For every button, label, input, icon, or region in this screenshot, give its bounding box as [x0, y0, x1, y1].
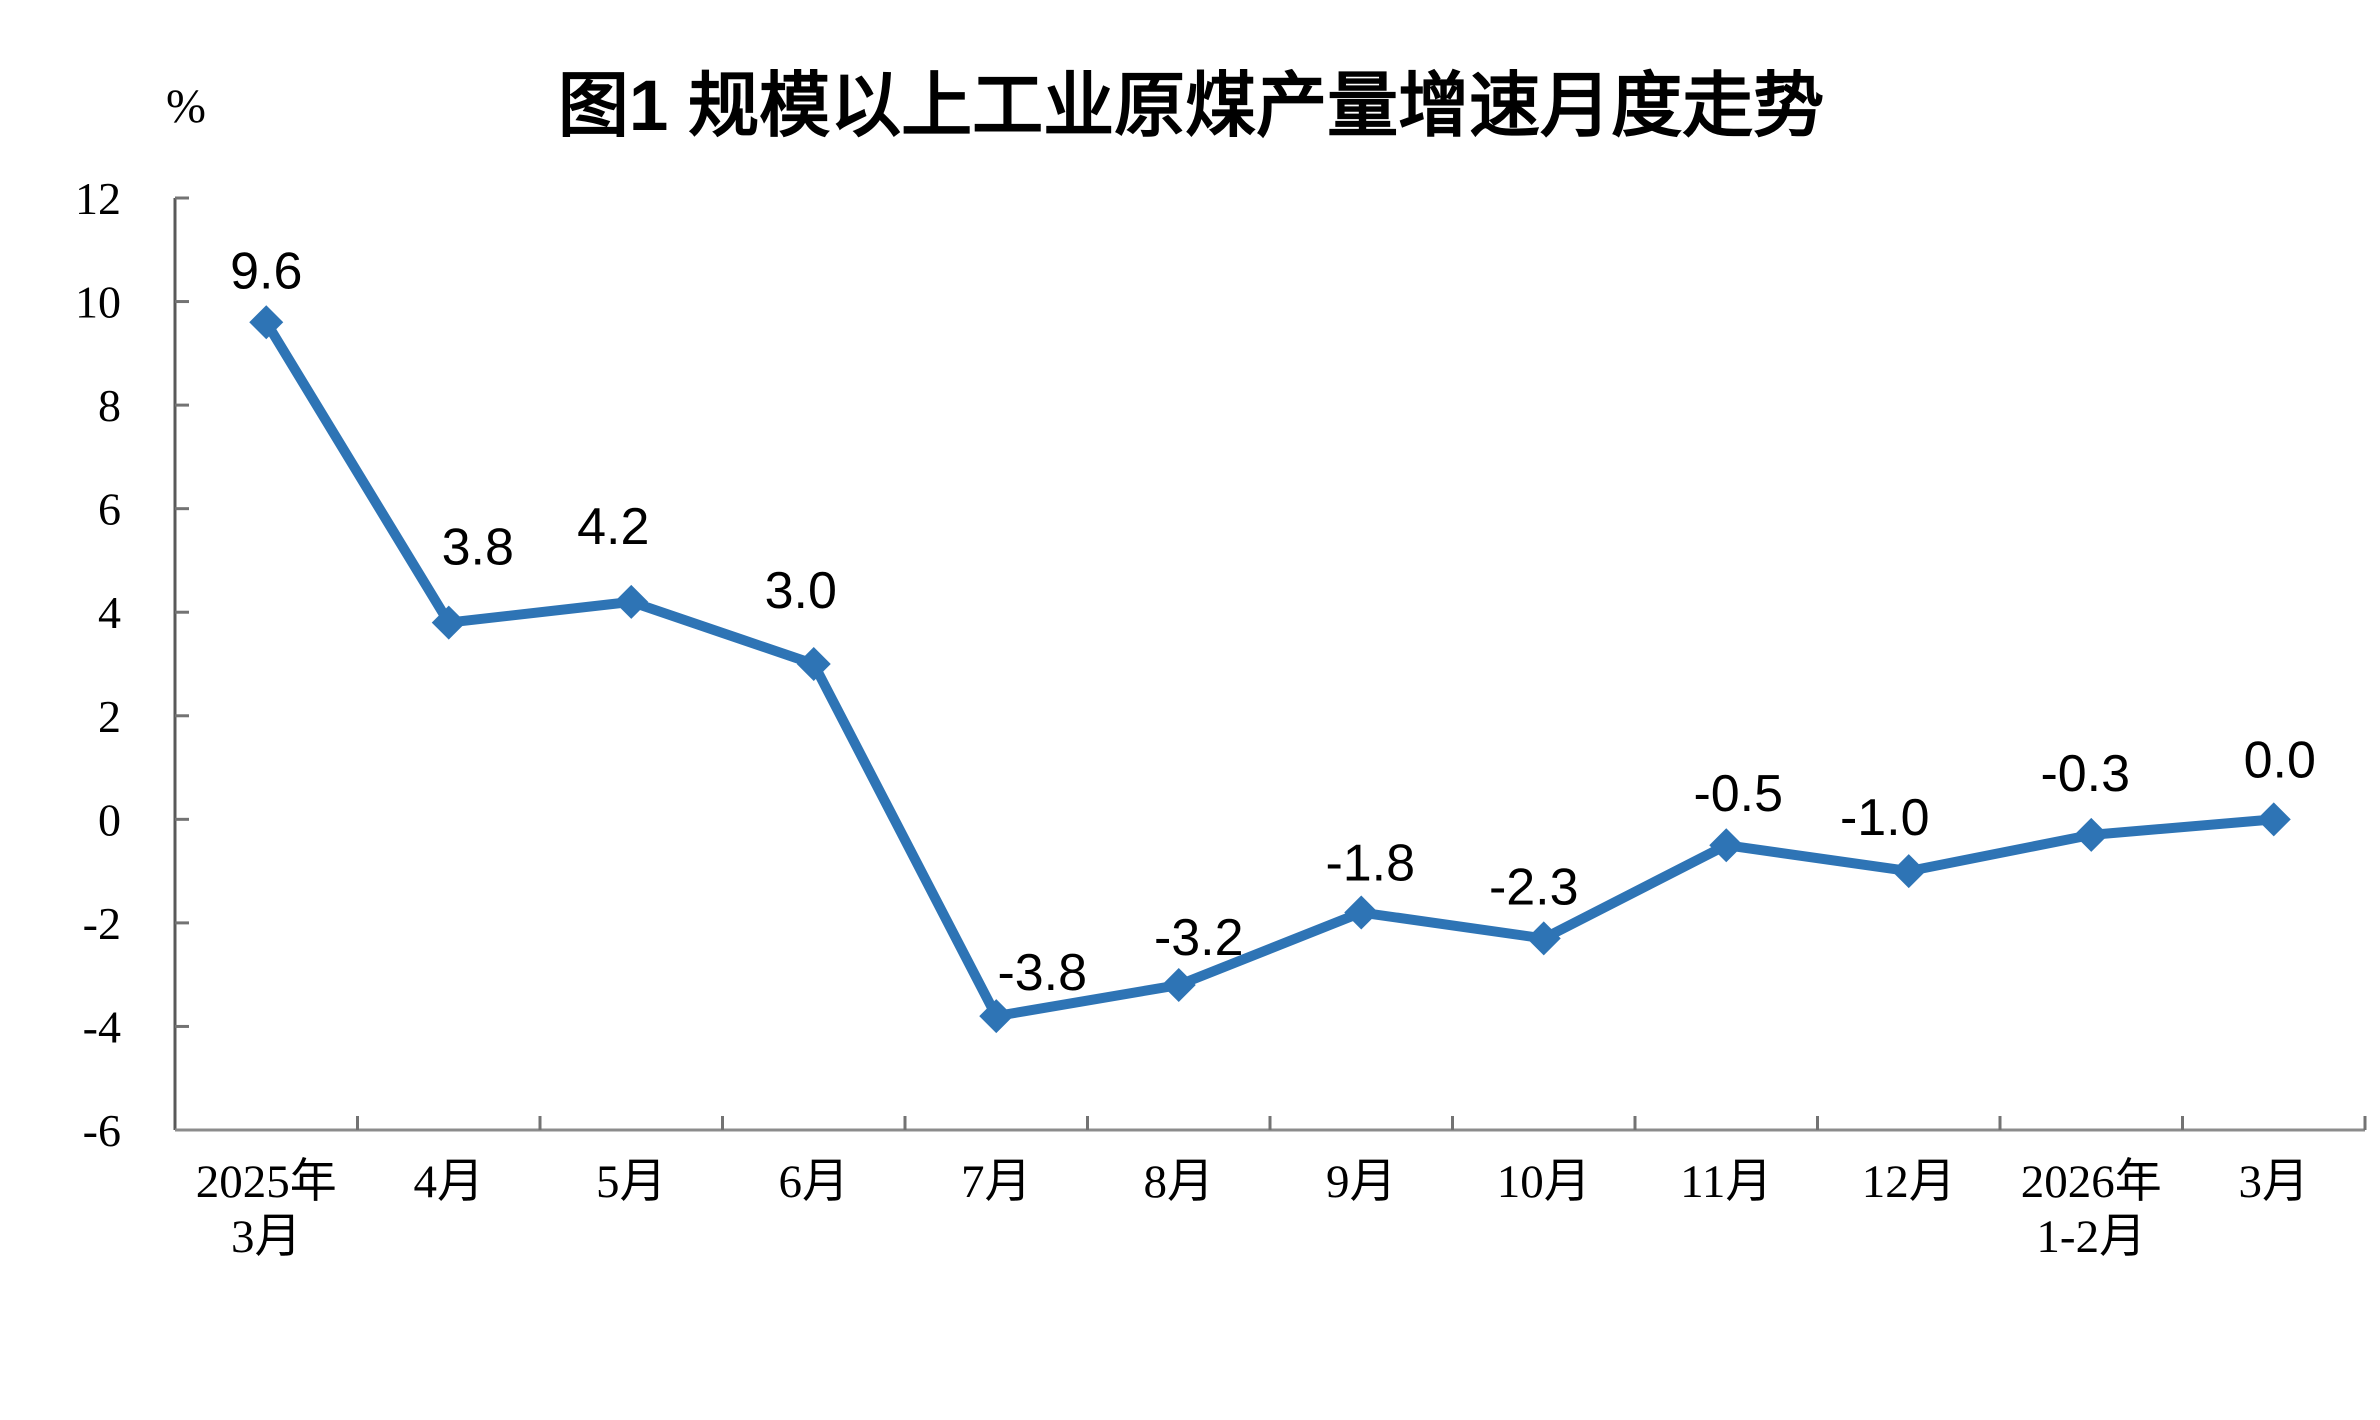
y-axis-tick-label: 4 — [98, 587, 121, 638]
data-point-marker — [1161, 968, 1196, 1003]
data-label: 4.2 — [577, 498, 649, 556]
series-line — [261, 319, 2275, 1022]
y-axis-tick-label: 0 — [98, 794, 121, 845]
data-label: -2.3 — [1489, 858, 1579, 916]
x-axis-label: 11月 — [1680, 1156, 1772, 1208]
y-axis-unit-label: % — [166, 80, 206, 133]
data-point-marker — [431, 605, 466, 640]
x-axis-label: 6月 — [779, 1156, 850, 1208]
data-point-marker — [249, 305, 284, 340]
y-axis-tick-label: -2 — [83, 898, 121, 949]
data-point-marker — [796, 647, 831, 681]
data-point-marker — [614, 584, 649, 619]
y-axis-tick-label: 8 — [98, 380, 121, 431]
y-axis-tick-label: 10 — [75, 277, 121, 328]
x-axis-label: 2026年 — [2021, 1156, 2162, 1208]
data-label: -0.5 — [1693, 765, 1783, 823]
y-axis-tick-label: -6 — [83, 1105, 121, 1156]
data-point-marker — [1891, 854, 1926, 889]
x-axis-label: 3月 — [2239, 1156, 2310, 1208]
x-axis-label: 1-2月 — [2036, 1211, 2146, 1263]
data-point-marker — [2074, 817, 2109, 852]
x-axis-label: 12月 — [1862, 1156, 1956, 1208]
data-label: -1.8 — [1325, 835, 1415, 893]
x-axis-label: 2025年 — [196, 1156, 337, 1208]
x-axis-label: 10月 — [1497, 1156, 1591, 1208]
x-axis-label: 4月 — [414, 1156, 485, 1208]
data-point-marker — [2256, 802, 2291, 837]
y-axis-tick-label: 6 — [98, 484, 121, 535]
chart-title: 图1 规模以上工业原煤产量增速月度走势 — [558, 67, 1824, 146]
x-axis-label: 9月 — [1326, 1156, 1397, 1208]
data-label: -0.3 — [2040, 745, 2130, 803]
y-axis-tick-label: 12 — [75, 173, 121, 224]
data-label: 3.8 — [442, 519, 514, 577]
y-axis-tick-label: -4 — [83, 1001, 121, 1052]
x-axis-label: 8月 — [1144, 1156, 1215, 1208]
data-label: 0.0 — [2244, 731, 2316, 789]
data-label: -3.2 — [1154, 909, 1244, 967]
data-label: 9.6 — [230, 242, 302, 300]
data-label: -1.0 — [1840, 789, 1930, 847]
x-axis-label: 3月 — [231, 1211, 302, 1263]
x-axis-label: 7月 — [961, 1156, 1032, 1208]
data-point-marker — [979, 999, 1014, 1034]
data-point-marker — [1709, 828, 1744, 863]
y-axis-tick-label: 2 — [98, 691, 121, 742]
x-axis-label: 5月 — [596, 1156, 667, 1208]
data-point-marker — [1344, 895, 1379, 930]
data-point-marker — [1526, 921, 1561, 956]
data-label: -3.8 — [997, 944, 1087, 1002]
data-label: 3.0 — [765, 562, 837, 620]
